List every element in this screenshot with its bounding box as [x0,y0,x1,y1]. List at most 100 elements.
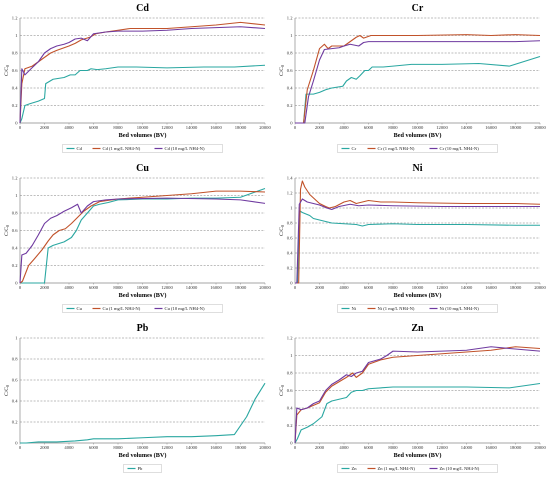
y-tick-label: 0.4 [12,246,18,251]
y-tick-label: 1.2 [287,191,293,196]
x-tick-label: 18000 [235,125,247,130]
x-tick-label: 4000 [64,285,74,290]
x-tick-label: 8000 [113,285,123,290]
y-tick-label: 0.6 [12,68,18,73]
legend [62,144,223,153]
x-tick-label: 10000 [137,285,149,290]
y-tick-label: 0.6 [287,236,293,241]
legend-label: Zn (1 mg/L NH4-N) [378,466,416,471]
x-tick-label: 6000 [89,125,99,130]
x-tick-label: 0 [19,125,22,130]
y-tick-label: 0.4 [12,399,18,404]
chart-title: Pb [137,323,149,334]
legend [337,464,498,473]
legend [337,144,498,153]
legend-label: Ni [352,306,357,311]
chart-panel-cr: Cr 0 0.2 0.4 0.6 0.8 1 1.2 0 2000 4000 6000 8000 1000… [275,0,550,159]
x-tick-label: 20000 [259,285,271,290]
x-tick-label: 0 [294,285,297,290]
x-tick-label: 16000 [210,125,222,130]
x-tick-label: 4000 [339,285,349,290]
x-tick-label: 4000 [339,125,349,130]
y-tick-label: 0.8 [12,357,18,362]
x-tick-label: 0 [19,445,22,450]
x-tick-label: 14000 [186,445,198,450]
x-tick-label: 16000 [210,285,222,290]
chart-panel-zn: Zn 0 0.2 0.4 0.6 0.8 1 1.2 0 2000 4000 6000 8000 1000… [275,320,550,479]
y-axis-label: C/C0 [279,65,285,76]
series-line-3 [19,197,266,284]
legend-label: Ni (1 mg/L NH4-N) [378,306,415,311]
x-tick-label: 10000 [137,445,149,450]
x-tick-label: 14000 [461,445,473,450]
y-axis-label: C/C0 [4,65,10,76]
series-line-2 [19,21,266,124]
y-tick-label: 1 [15,33,18,38]
series-line-1 [294,382,541,444]
x-tick-label: 12000 [161,125,173,130]
chart-svg: Pb 0 0.2 0.4 0.6 0.8 1 0 2000 4000 6000 8000 10000 12… [4,323,271,473]
x-tick-label: 0 [19,285,22,290]
legend [337,304,498,313]
y-tick-label: 1.2 [12,176,18,181]
chart-title: Cu [136,163,149,174]
x-tick-label: 16000 [485,445,497,450]
x-tick-label: 16000 [485,125,497,130]
y-axis-label: C/C0 [279,385,285,396]
y-tick-label: 0 [290,281,293,286]
x-tick-label: 14000 [461,125,473,130]
y-tick-label: 0.6 [287,388,293,393]
y-tick-label: 1 [15,336,18,341]
y-tick-label: 0.6 [12,378,18,383]
chart-svg: Zn 0 0.2 0.4 0.6 0.8 1 1.2 0 2000 4000 6000 8000 1000… [279,323,546,473]
y-axis-label: C/C0 [4,225,10,236]
chart-panel-cu: Cu 0 0.2 0.4 0.6 0.8 1 1.2 0 2000 4000 6000 8000 1000… [0,160,275,319]
y-axis-label: C/C0 [4,385,10,396]
y-tick-label: 1.4 [287,176,293,181]
legend-label: Ni (10 mg/L NH4-N) [440,306,480,311]
x-tick-label: 8000 [388,445,398,450]
x-tick-label: 2000 [315,125,325,130]
series-line-3 [295,40,541,124]
chart-svg: Ni 0 0.2 0.4 0.6 0.8 1 1.2 1.4 0 2000 4000 6000 8000 1… [279,163,546,313]
y-tick-label: 0 [15,441,18,446]
y-tick-label: 0.6 [12,228,18,233]
x-axis-label: Bed volumes (BV) [394,452,442,459]
series-line-2 [19,190,266,284]
legend [123,464,162,473]
x-tick-label: 2000 [315,445,325,450]
legend-label: Cr (1 mg/L NH4-N) [378,146,415,151]
y-tick-label: 0.4 [287,251,293,256]
y-tick-label: 1 [290,206,293,211]
series-line-3 [294,346,541,444]
x-tick-label: 8000 [113,445,123,450]
x-tick-label: 10000 [137,125,149,130]
x-tick-label: 20000 [534,445,546,450]
x-tick-label: 14000 [461,285,473,290]
y-tick-label: 0.2 [12,103,18,108]
x-tick-label: 8000 [388,285,398,290]
x-tick-label: 6000 [89,285,99,290]
chart-svg: Cu 0 0.2 0.4 0.6 0.8 1 1.2 0 2000 4000 6000 8000 1000… [4,163,271,313]
x-tick-label: 2000 [40,125,50,130]
series-line-3 [295,198,540,284]
y-axis-label: C/C0 [279,225,285,236]
x-tick-label: 8000 [388,125,398,130]
x-tick-label: 4000 [64,445,74,450]
series-line-2 [294,346,541,444]
x-tick-label: 8000 [113,125,123,130]
y-tick-label: 0.8 [12,51,18,56]
x-tick-label: 2000 [40,445,50,450]
chart-title: Cr [412,3,424,14]
y-tick-label: 1.2 [287,336,293,341]
x-tick-label: 20000 [534,125,546,130]
series-line-3 [19,26,266,124]
x-tick-label: 0 [294,445,297,450]
y-tick-label: 1 [290,33,293,38]
y-tick-label: 1 [15,193,18,198]
series-line-1 [20,382,266,444]
y-tick-label: 0.8 [12,211,18,216]
x-tick-label: 12000 [436,445,448,450]
x-tick-label: 20000 [259,125,271,130]
